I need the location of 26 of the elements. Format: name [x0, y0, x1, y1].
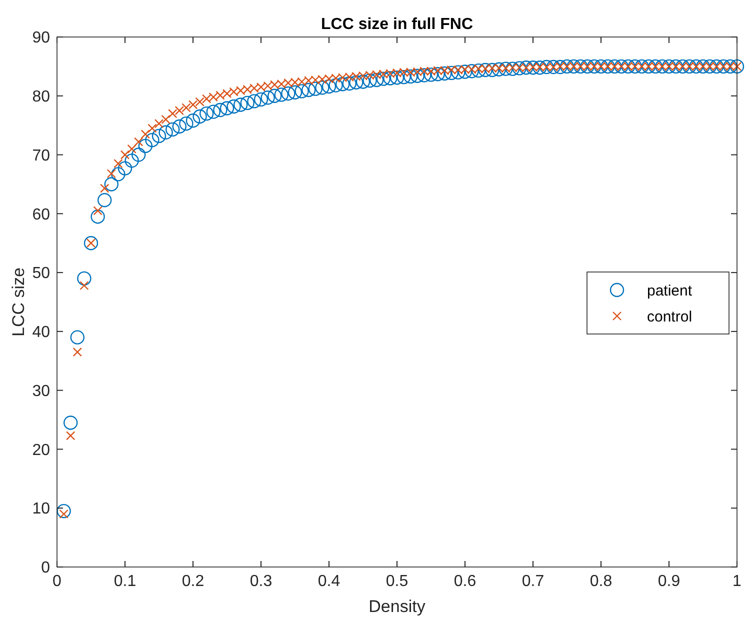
x-axis-title: Density	[368, 597, 426, 616]
legend-label: patient	[647, 282, 693, 300]
y-tick-label: 40	[32, 324, 50, 342]
x-tick-label: 0.7	[522, 573, 544, 590]
x-tick-label: 0.5	[386, 573, 408, 590]
x-tick-label: 1	[732, 573, 742, 590]
chart-title: LCC size in full FNC	[321, 16, 474, 33]
y-tick-label: 50	[32, 265, 50, 282]
x-tick-label: 0	[52, 573, 62, 590]
y-tick-label: 90	[32, 30, 50, 47]
y-tick-label: 80	[32, 88, 50, 106]
y-tick-label: 30	[32, 382, 50, 400]
x-tick-label: 0.3	[250, 573, 272, 590]
x-tick-label: 0.8	[590, 573, 612, 590]
y-tick-label: 60	[32, 206, 50, 224]
x-tick-label: 0.2	[182, 573, 204, 590]
legend-label: control	[647, 308, 692, 326]
y-tick-label: 70	[32, 147, 50, 164]
x-tick-label: 0.4	[318, 573, 340, 590]
x-tick-label: 0.9	[658, 573, 680, 590]
x-tick-label: 0.6	[454, 573, 476, 590]
y-tick-label: 20	[32, 442, 50, 459]
y-tick-label: 0	[41, 560, 50, 577]
x-tick-label: 0.1	[114, 573, 136, 590]
y-axis-title: LCC size	[9, 268, 28, 336]
y-tick-label: 10	[32, 500, 50, 518]
